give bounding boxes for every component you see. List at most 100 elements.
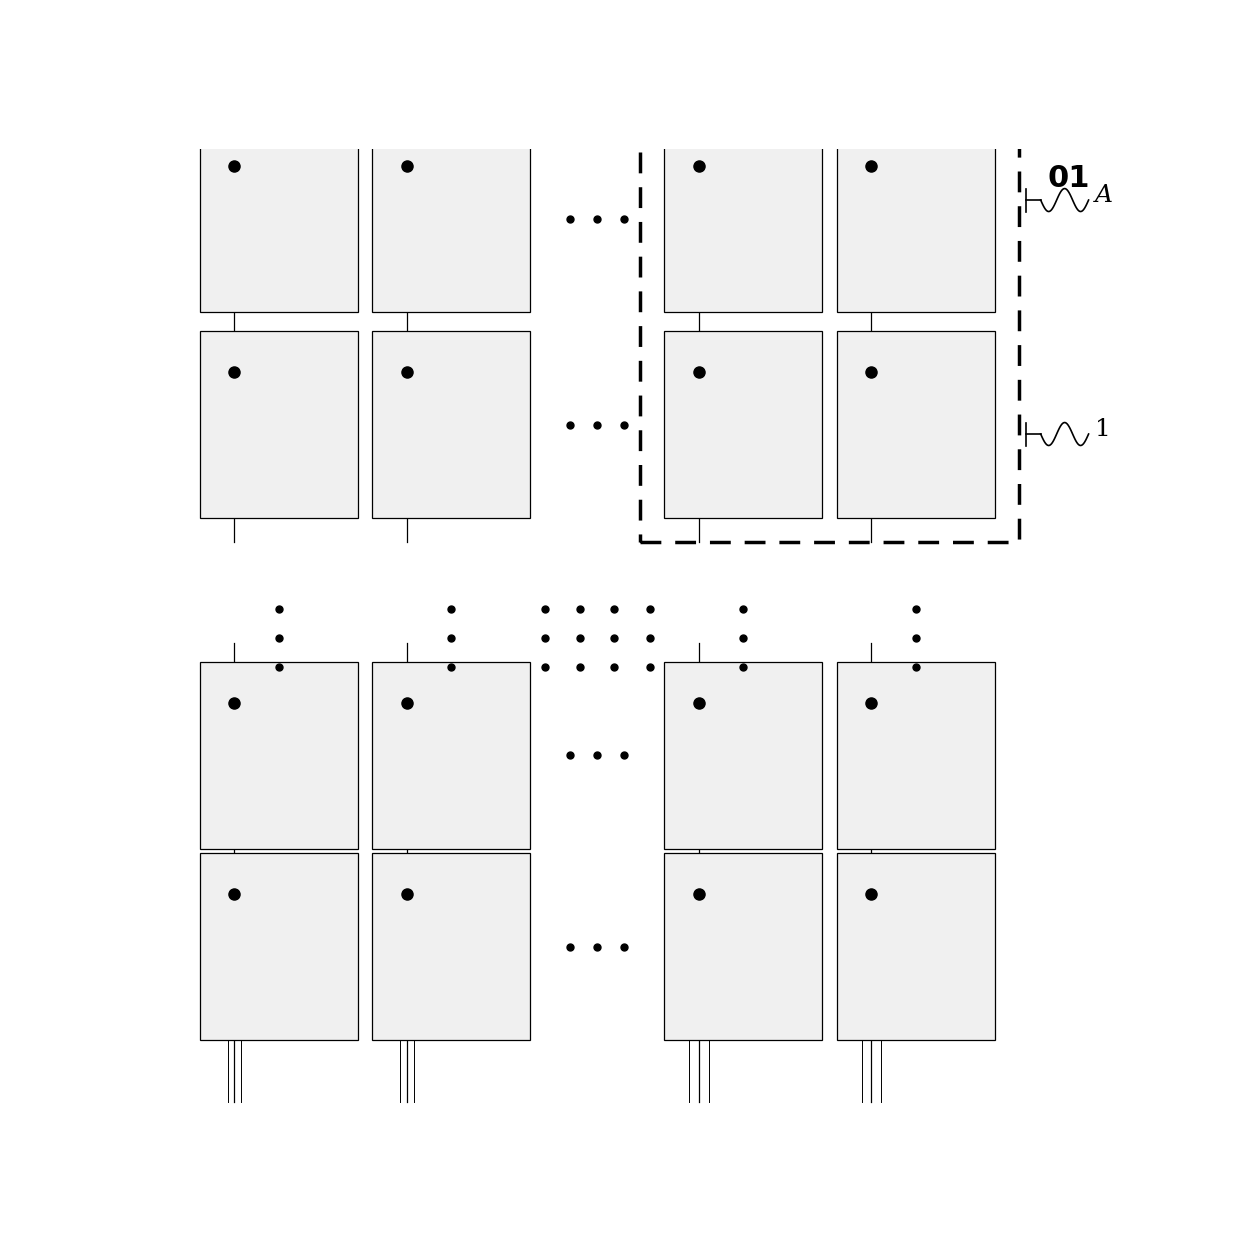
Point [277,771,296,791]
Point [249,401,269,420]
Point [489,817,508,837]
Point [954,264,973,284]
Point [797,963,817,983]
Point [753,871,773,891]
Point [227,795,247,815]
Point [267,1026,286,1046]
Point [433,412,453,432]
Point [697,963,717,983]
Point [903,159,923,179]
Point [267,287,286,307]
Point [200,447,219,466]
Point [260,337,280,357]
Point [321,383,341,403]
Point [222,934,242,954]
Point [920,1003,940,1023]
Point [842,235,862,255]
Point [892,211,911,231]
Point [227,1020,247,1040]
Point [658,348,678,368]
Point [200,853,219,873]
Point [428,183,448,203]
Point [869,137,889,157]
Point [959,673,978,693]
Point [422,998,441,1018]
Point [272,882,291,902]
Point [730,713,750,733]
Point [869,281,889,301]
Point [200,493,219,513]
Point [193,952,213,972]
Point [931,337,951,357]
Point [759,684,779,704]
Point [327,673,347,693]
Point [372,952,392,972]
Point [377,142,397,162]
Point [288,207,308,226]
Point [482,662,502,682]
Point [288,440,308,460]
Point [200,148,219,168]
Point [332,991,352,1011]
Point [193,656,213,675]
Point [316,275,336,295]
Point [211,119,231,139]
Point [327,922,347,942]
Point [339,1020,358,1040]
Point [875,299,895,318]
Point [853,401,873,420]
Point [725,702,745,722]
Point [742,684,761,704]
Point [450,464,470,484]
Point [925,1009,945,1029]
Point [914,1026,934,1046]
Point [931,493,951,513]
Point [388,800,408,820]
Point [216,299,236,318]
Point [686,754,706,774]
Point [211,865,231,884]
Point [914,325,934,345]
Point [770,697,790,717]
Point [853,331,873,351]
Point [233,211,253,231]
Point [244,679,264,699]
Point [853,817,873,837]
Point [444,778,464,797]
Point [670,817,689,837]
Point [321,904,341,924]
Point [494,504,513,524]
Point [925,366,945,386]
Point [439,899,459,919]
Point [394,690,414,710]
Point [730,406,750,425]
Point [708,342,728,362]
Point [725,264,745,284]
Point [925,806,945,826]
Point [892,453,911,473]
Point [516,656,536,675]
Point [853,124,873,144]
Point [394,760,414,780]
Point [869,211,889,231]
Point [781,1020,801,1040]
Point [489,719,508,739]
Point [697,470,717,490]
Point [909,481,929,501]
Point [299,969,319,989]
Point [489,383,508,403]
Point [227,824,247,843]
Point [703,760,723,780]
Point [959,325,978,345]
Point [255,440,275,460]
Point [211,464,231,484]
Point [753,998,773,1018]
Point [764,348,784,368]
Point [875,499,895,519]
Point [310,235,330,255]
Point [417,360,436,379]
Point [864,223,884,243]
Point [797,911,817,931]
Point [869,963,889,983]
Point [970,481,990,501]
